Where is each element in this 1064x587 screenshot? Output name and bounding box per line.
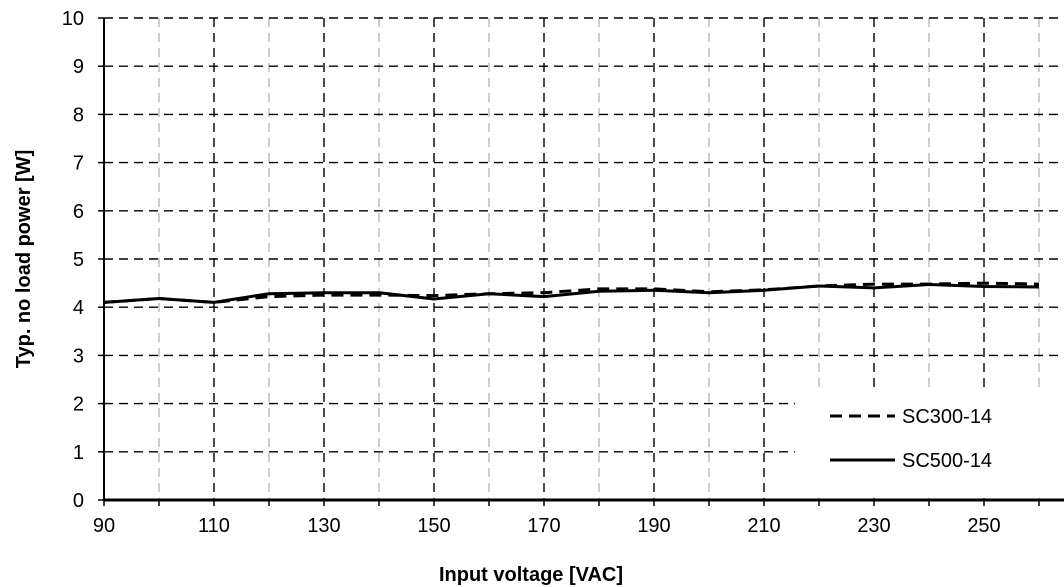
x-tick-label: 170 — [527, 515, 560, 537]
legend-label: SC500-14 — [902, 450, 992, 472]
x-tick-label: 190 — [637, 515, 670, 537]
y-tick-label: 9 — [73, 56, 84, 78]
y-tick-label: 6 — [73, 201, 84, 223]
x-tick-label: 130 — [307, 515, 340, 537]
x-tick-label: 250 — [967, 515, 1000, 537]
legend: SC300-14 SC500-14 — [795, 387, 1064, 497]
tick-labels: 0 1 2 3 4 5 6 7 8 9 10 90 110 130 150 170 190 210 230 250 — [62, 8, 1001, 537]
y-tick-label: 3 — [73, 345, 84, 367]
series-sc500-14-line — [103, 283, 1040, 304]
legend-label: SC300-14 — [902, 406, 992, 428]
y-tick-label: 4 — [73, 297, 84, 319]
x-axis-title: Input voltage [VAC] — [439, 564, 623, 586]
axes — [98, 17, 1064, 506]
x-tick-label: 230 — [857, 515, 890, 537]
x-tick-label: 210 — [747, 515, 780, 537]
series-sc300-14-line — [103, 281, 1040, 304]
y-tick-label: 5 — [73, 249, 84, 271]
y-tick-label: 8 — [73, 104, 84, 126]
x-tick-label: 90 — [93, 515, 115, 537]
y-tick-label: 10 — [62, 8, 84, 30]
y-tick-label: 1 — [73, 442, 84, 464]
x-tick-label: 150 — [417, 515, 450, 537]
y-axis-title: Typ. no load power [W] — [13, 150, 35, 369]
y-tick-label: 0 — [73, 490, 84, 512]
legend-box — [795, 387, 1064, 497]
x-tick-label: 110 — [198, 515, 230, 537]
y-tick-label: 7 — [73, 153, 84, 175]
series-lines — [103, 281, 1040, 304]
y-tick-label: 2 — [73, 394, 84, 416]
